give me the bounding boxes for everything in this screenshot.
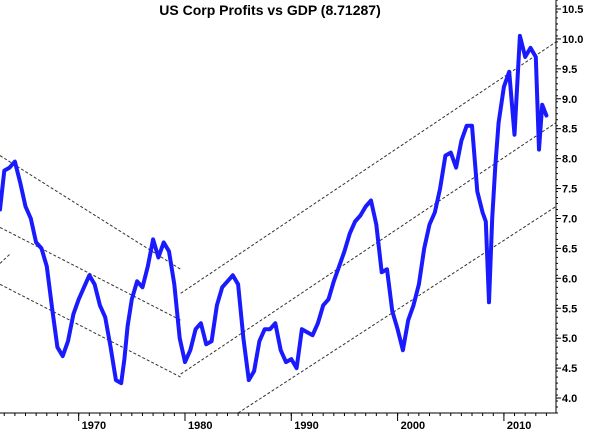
channel-line-2: [0, 283, 181, 378]
y-tick-label: 4.0: [562, 393, 577, 405]
y-tick-label: 10.5: [562, 4, 583, 16]
x-tick-label: 1980: [188, 420, 212, 432]
y-tick-label: 6.5: [562, 243, 577, 255]
y-tick-label: 9.5: [562, 64, 577, 76]
x-tick-label: 1970: [82, 420, 106, 432]
series-line-0: [0, 33, 549, 386]
y-tick-label: 10.0: [562, 34, 583, 46]
y-tick-label: 9.0: [562, 94, 577, 106]
axes: 4.0 4.5 5.0 5.5 6.0 6.5 7.0 7.5 8.0 8.5 9.0 9.5 10.0…: [0, 0, 583, 432]
y-tick-label: 8.5: [562, 124, 577, 136]
x-tick-label: 2000: [401, 420, 425, 432]
channel-line-6: [237, 206, 557, 414]
y-tick-label: 4.5: [562, 363, 577, 375]
x-tick-label: 1990: [294, 420, 318, 432]
y-tick-label: 5.5: [562, 303, 577, 315]
y-tick-label: 7.5: [562, 184, 577, 196]
channel-line-3: [0, 254, 10, 264]
series-layer: [0, 33, 549, 386]
y-tick-label: 5.0: [562, 333, 577, 345]
channel-line-4: [180, 41, 557, 294]
y-tick-label: 7.0: [562, 213, 577, 225]
y-tick-label: 8.0: [562, 154, 577, 166]
chart-title: US Corp Profits vs GDP (8.71287): [159, 2, 380, 18]
y-tick-label: 6.0: [562, 273, 577, 285]
x-tick-label: 2010: [507, 420, 531, 432]
